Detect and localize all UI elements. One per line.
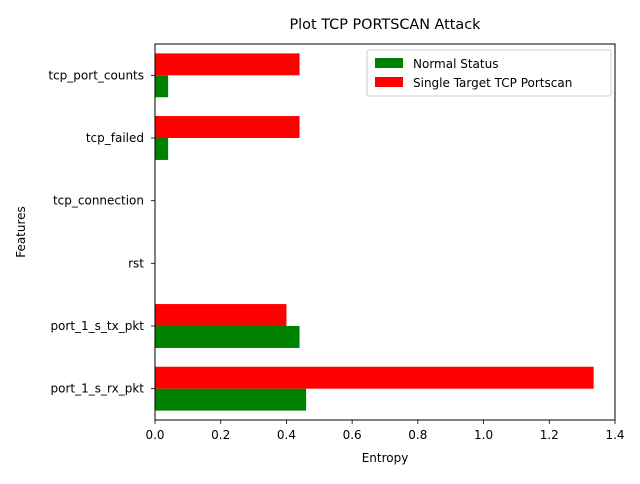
legend-label-portscan: Single Target TCP Portscan	[413, 76, 572, 90]
y-tick-label: tcp_connection	[53, 194, 144, 208]
bar-normal-port_1_s_rx_pkt	[155, 388, 307, 411]
x-tick-label: 0.8	[408, 428, 427, 442]
legend-swatch-normal	[375, 58, 403, 68]
y-tick-label: port_1_s_tx_pkt	[50, 319, 144, 333]
y-tick-label: rst	[128, 256, 144, 270]
x-tick-label: 1.0	[474, 428, 493, 442]
y-tick-label: tcp_port_counts	[48, 68, 144, 82]
y-axis-label: Features	[14, 206, 28, 258]
bar-portscan-port_1_s_rx_pkt	[155, 366, 594, 389]
plot-frame	[154, 43, 616, 421]
x-tick-label: 0.4	[277, 428, 296, 442]
bar-portscan-tcp_port_counts	[155, 53, 300, 76]
bars-layer	[155, 53, 594, 411]
y-axis: port_1_s_rx_pkt port_1_s_tx_pkt rst tcp_con…	[48, 68, 155, 396]
x-tick-label: 1.4	[605, 428, 624, 442]
bar-portscan-port_1_s_tx_pkt	[155, 304, 287, 326]
x-tick-label: 0.2	[211, 428, 230, 442]
y-tick-label: tcp_failed	[86, 131, 144, 145]
x-tick-label: 0.6	[343, 428, 362, 442]
legend: Normal Status Single Target TCP Portscan	[366, 49, 612, 97]
legend-label-normal: Normal Status	[413, 57, 498, 71]
legend-box	[366, 49, 612, 97]
legend-swatch-portscan	[375, 77, 403, 87]
x-axis-label: Entropy	[362, 451, 409, 465]
y-tick-label: port_1_s_rx_pkt	[51, 382, 145, 396]
bar-normal-port_1_s_tx_pkt	[155, 326, 300, 348]
bar-normal-tcp_port_counts	[155, 75, 169, 98]
x-tick-label: 0.0	[145, 428, 164, 442]
bar-normal-tcp_failed	[155, 138, 169, 160]
x-axis: 0.0 0.2 0.4 0.6 0.8 1.0 1.2 1.4	[145, 420, 625, 442]
chart-title: Plot TCP PORTSCAN Attack	[290, 17, 482, 33]
x-tick-label: 1.2	[540, 428, 559, 442]
bar-portscan-tcp_failed	[155, 116, 300, 138]
